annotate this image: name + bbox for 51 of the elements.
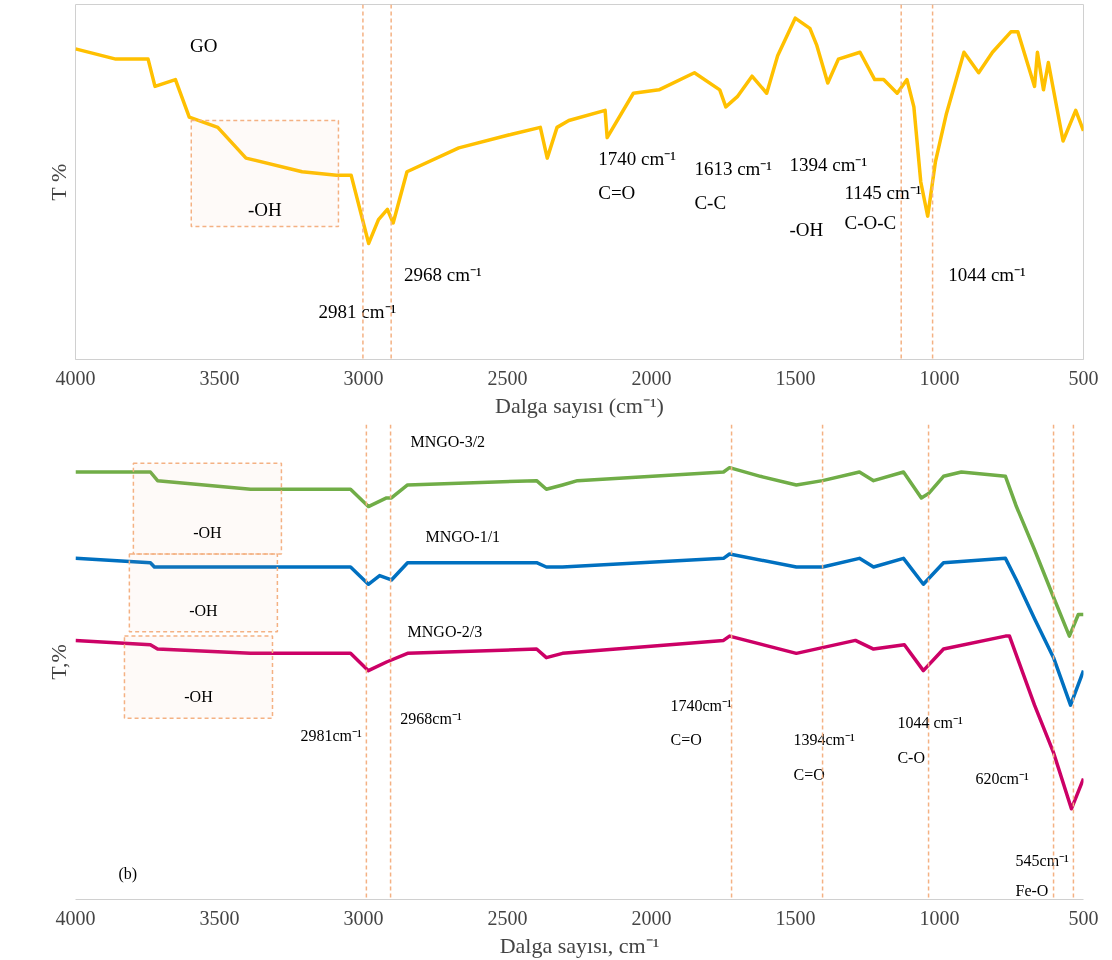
annotation: 1044 cm⁻¹	[897, 713, 963, 731]
band-label: -OH	[247, 198, 283, 220]
annotation: MNGO-2/3	[407, 623, 483, 641]
band-label: -OH	[184, 688, 214, 706]
x-tick-label: 2000	[631, 906, 672, 929]
x-axis-title: Dalga sayısı, cm⁻¹	[499, 932, 660, 958]
x-tick-label: 1500	[775, 906, 816, 929]
x-tick-label: 500	[1068, 906, 1099, 929]
band-label: -OH	[189, 601, 219, 619]
y-axis-title: T,%	[45, 644, 71, 680]
annotation: 1740cm⁻¹	[670, 696, 733, 714]
annotation: C=O	[598, 181, 636, 203]
x-tick-label: 3500	[199, 366, 240, 389]
x-tick-label: 3000	[343, 906, 384, 929]
annotation: 1394cm⁻¹	[793, 731, 856, 749]
x-tick-label: 500	[1068, 366, 1099, 389]
x-tick-label: 2000	[631, 366, 672, 389]
annotation: 1145 cm⁻¹	[844, 181, 922, 203]
annotation: 620cm⁻¹	[975, 770, 1030, 788]
annotation: C-C	[694, 191, 727, 213]
x-tick-label: 2500	[487, 906, 528, 929]
y-axis-title: T %	[45, 163, 71, 201]
annotation: 545cm⁻¹	[1015, 852, 1070, 870]
x-tick-label: 1000	[919, 906, 960, 929]
annotation: 2968 cm⁻¹	[404, 263, 483, 285]
annotation: 1044 cm⁻¹	[948, 263, 1027, 285]
annotation: C-O-C	[844, 212, 897, 234]
annotation: C-O	[897, 748, 926, 766]
x-tick-label: 3500	[199, 906, 240, 929]
annotation: 2981 cm⁻¹	[318, 301, 397, 323]
annotation: GO	[190, 34, 218, 56]
annotation: -OH	[789, 219, 824, 241]
annotation: MNGO-1/1	[425, 528, 501, 546]
x-tick-label: 4000	[55, 366, 96, 389]
x-tick-label: 1500	[775, 366, 816, 389]
x-tick-label: 3000	[343, 366, 384, 389]
annotation: 1613 cm⁻¹	[694, 157, 773, 179]
annotation: (b)	[118, 865, 138, 884]
x-axis-title: Dalga sayısı (cm⁻¹)	[495, 392, 664, 418]
annotation: 1740 cm⁻¹	[598, 147, 677, 169]
x-tick-label: 1000	[919, 366, 960, 389]
annotation: 2981cm⁻¹	[300, 726, 362, 744]
x-tick-label: 4000	[55, 906, 96, 929]
x-tick-label: 2500	[487, 366, 528, 389]
text: MNGO-3/2	[410, 433, 486, 451]
annotation: C=O	[793, 765, 825, 783]
annotation: 1394 cm⁻¹	[789, 154, 868, 176]
annotation: Fe-O	[1015, 882, 1049, 900]
annotation: 2968cm⁻¹	[400, 709, 462, 727]
annotation: C=O	[670, 731, 702, 749]
band-label: -OH	[193, 523, 223, 541]
